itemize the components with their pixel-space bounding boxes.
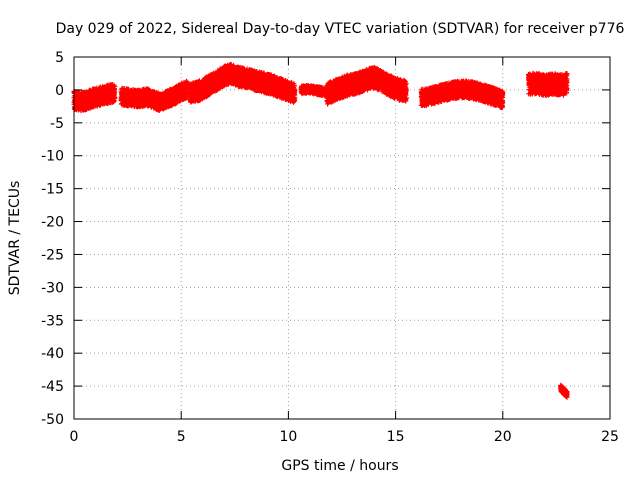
grid — [74, 57, 610, 419]
chart-title: Day 029 of 2022, Sidereal Day-to-day VTE… — [56, 21, 625, 37]
data-series — [71, 61, 570, 400]
data-segment — [71, 81, 118, 114]
